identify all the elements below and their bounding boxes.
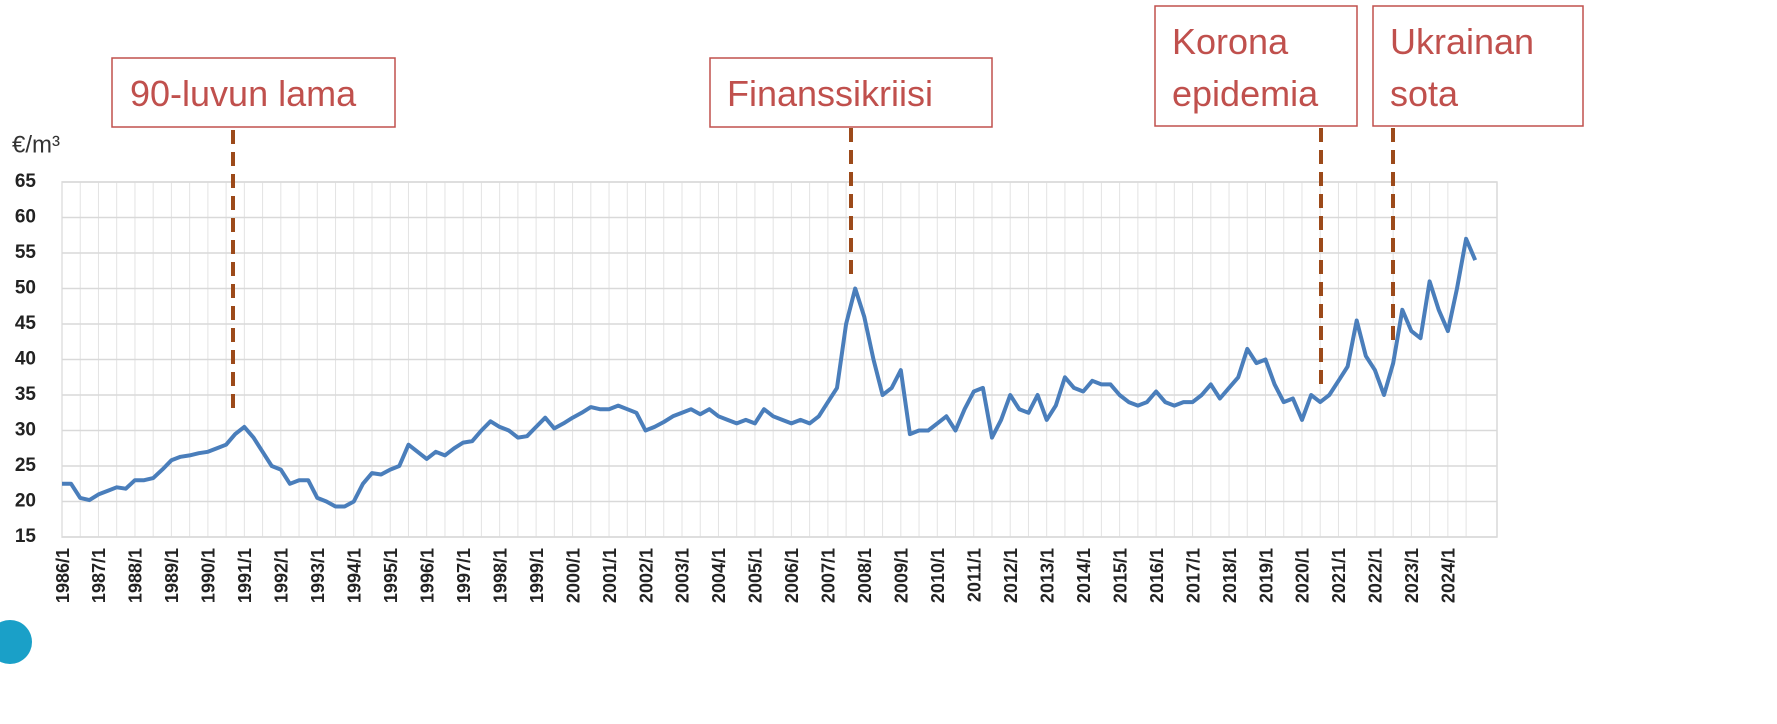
- x-tick-label: 1997/1: [454, 548, 474, 603]
- x-tick-label: 2009/1: [892, 548, 912, 603]
- x-tick-label: 1998/1: [490, 548, 510, 603]
- x-tick-label: 2022/1: [1366, 548, 1386, 603]
- y-tick-label: 35: [15, 384, 37, 405]
- x-tick-label: 1994/1: [345, 548, 365, 603]
- y-tick-label: 25: [15, 455, 37, 476]
- x-tick-label: 2015/1: [1110, 548, 1130, 603]
- x-tick-label: 2018/1: [1220, 548, 1240, 603]
- x-tick-label: 2007/1: [819, 548, 839, 603]
- x-tick-label: 1991/1: [235, 548, 255, 603]
- y-tick-label: 20: [15, 491, 36, 512]
- x-tick-label: 1999/1: [527, 548, 547, 603]
- y-tick-label: 15: [15, 526, 37, 547]
- x-tick-label: 2021/1: [1329, 548, 1349, 603]
- x-tick-label: 1986/1: [53, 548, 73, 603]
- x-tick-label: 1990/1: [199, 548, 219, 603]
- annotation-text: 90-luvun lama: [130, 73, 357, 114]
- y-tick-label: 65: [15, 171, 37, 192]
- annotation-box: [709, 57, 993, 128]
- annotation-text: epidemia: [1172, 73, 1319, 114]
- x-tick-label: 1995/1: [381, 548, 401, 603]
- x-tick-label: 2013/1: [1037, 548, 1057, 603]
- y-tick-label: 55: [15, 242, 37, 263]
- x-tick-label: 2012/1: [1001, 548, 1021, 603]
- y-tick-label: 60: [15, 207, 36, 228]
- x-tick-label: 1993/1: [308, 548, 328, 603]
- annotation-box: [1154, 5, 1358, 127]
- x-tick-label: 2005/1: [746, 548, 766, 603]
- y-tick-label: 50: [15, 278, 36, 299]
- x-tick-label: 2000/1: [563, 548, 583, 603]
- annotation-box: [1372, 5, 1584, 127]
- x-tick-label: 2017/1: [1183, 548, 1203, 603]
- x-tick-label: 1988/1: [126, 548, 146, 603]
- y-axis-label: €/m³: [12, 131, 60, 158]
- y-tick-label: 40: [15, 349, 36, 370]
- annotation-text: Ukrainan: [1390, 21, 1534, 62]
- x-tick-label: 2002/1: [636, 548, 656, 603]
- x-tick-label: 2023/1: [1402, 548, 1422, 603]
- x-tick-label: 1992/1: [272, 548, 292, 603]
- x-tick-label: 2016/1: [1147, 548, 1167, 603]
- x-tick-label: 2008/1: [855, 548, 875, 603]
- x-tick-label: 2024/1: [1439, 548, 1459, 603]
- x-tick-label: 1987/1: [89, 548, 109, 603]
- x-tick-label: 1989/1: [162, 548, 182, 603]
- y-tick-label: 45: [15, 313, 37, 334]
- data-line: [62, 236, 1478, 509]
- annotation-text: Korona: [1172, 21, 1289, 62]
- x-tick-label: 2019/1: [1256, 548, 1276, 603]
- annotations: 90-luvun lama Finanssikriisi Korona epid…: [111, 5, 1584, 415]
- logo: [0, 620, 32, 664]
- x-tick-label: 2014/1: [1074, 548, 1094, 603]
- annotation-box: [111, 57, 396, 128]
- x-tick-label: 2010/1: [928, 548, 948, 603]
- x-tick-label: 2011/1: [965, 548, 985, 602]
- x-tick-label: 1996/1: [417, 548, 437, 603]
- annotation-text: Finanssikriisi: [727, 73, 933, 114]
- x-tick-label: 2003/1: [673, 548, 693, 603]
- annotation-text: sota: [1390, 73, 1459, 114]
- x-tick-label: 2006/1: [782, 548, 802, 603]
- x-tick-label: 2004/1: [709, 548, 729, 603]
- y-tick-label: 30: [15, 420, 36, 441]
- x-tick-label: 2020/1: [1293, 548, 1313, 603]
- x-tick-label: 2001/1: [600, 548, 620, 603]
